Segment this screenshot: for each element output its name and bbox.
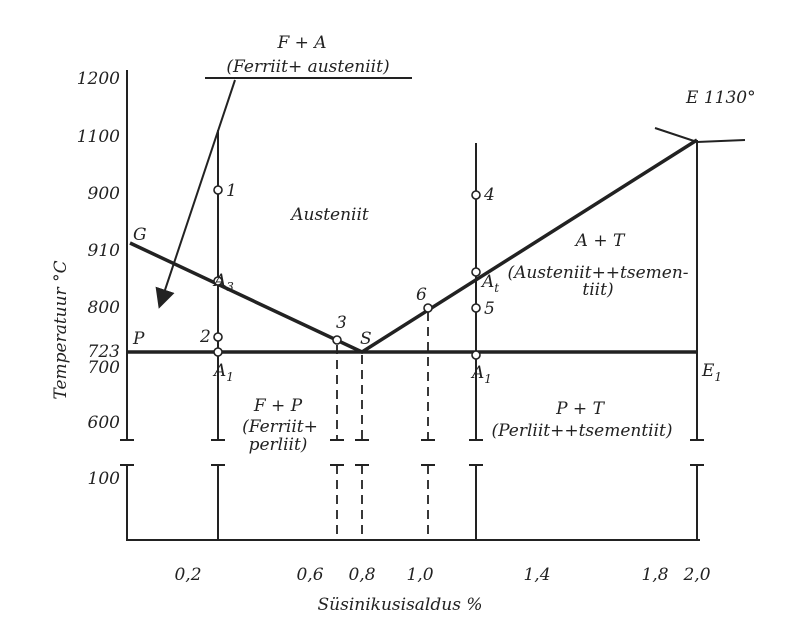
y-tick: 100 (88, 469, 121, 489)
point-label: 3 (336, 313, 347, 333)
region-note: (Austeniit++tsemen- (507, 263, 688, 283)
point-label: 4 (483, 185, 495, 205)
y-tick: 723 (88, 342, 120, 362)
phase-lines (127, 77, 746, 354)
region-note: (Ferriit+ austeniit) (226, 57, 389, 77)
x-tick: 2,0 (682, 565, 710, 585)
x-tick: 0,8 (348, 565, 375, 585)
point-label: E1 (701, 361, 722, 384)
region: F + A (276, 33, 326, 53)
point-label: E 1130° (685, 88, 756, 108)
y-tick: 910 (88, 241, 121, 261)
x-tick: 1,8 (641, 565, 668, 585)
point-label: 6 (416, 285, 427, 305)
y-tick: 800 (88, 298, 121, 318)
region: A + T (574, 231, 626, 251)
axes (120, 70, 700, 541)
point-labels: G P S E 1130° E1 A3 A1 A1 At 1 2 3 4 5 6 (132, 88, 756, 386)
y-tick: 1100 (77, 127, 120, 147)
x-axis-label: Süsinikusisaldus % (318, 595, 483, 615)
region-note: (Perliit++tsementiit) (491, 421, 672, 441)
region: Austeniit (289, 205, 369, 225)
region-note: tiit) (582, 280, 613, 300)
region: P + T (555, 399, 605, 419)
y-tick: 700 (88, 358, 121, 378)
point-label: A1 (212, 361, 234, 384)
x-tick: 0,6 (296, 565, 323, 585)
x-tick: 0,2 (174, 565, 201, 585)
point-label: S (360, 329, 372, 349)
y-axis-label: Temperatuur °C (51, 260, 71, 399)
y-tick: 600 (88, 413, 121, 433)
x-tick: 1,0 (406, 565, 433, 585)
point-label: 2 (199, 327, 211, 347)
point-label: At (480, 272, 499, 295)
x-ticks: 0,2 0,6 0,8 1,0 1,4 1,8 2,0 (174, 565, 710, 585)
y-tick: 1200 (77, 69, 120, 89)
y-ticks: 1200 1100 900 910 800 723 700 600 100 (77, 69, 120, 489)
x-tick: 1,4 (523, 565, 550, 585)
region: F + P (253, 396, 303, 416)
region-note: (Ferriit+ (242, 417, 318, 437)
y-tick: 900 (88, 184, 121, 204)
point-label: A1 (470, 363, 492, 386)
region-labels: F + A (Ferriit+ austeniit) Austeniit A +… (226, 33, 688, 455)
point-label: 1 (226, 181, 237, 201)
point-label: P (132, 329, 145, 349)
verticals (211, 130, 704, 540)
points (213, 185, 481, 360)
point-label: G (133, 225, 147, 245)
point-label: A3 (212, 271, 234, 294)
point-label: 5 (484, 299, 495, 319)
region-note: perliit) (249, 435, 308, 455)
